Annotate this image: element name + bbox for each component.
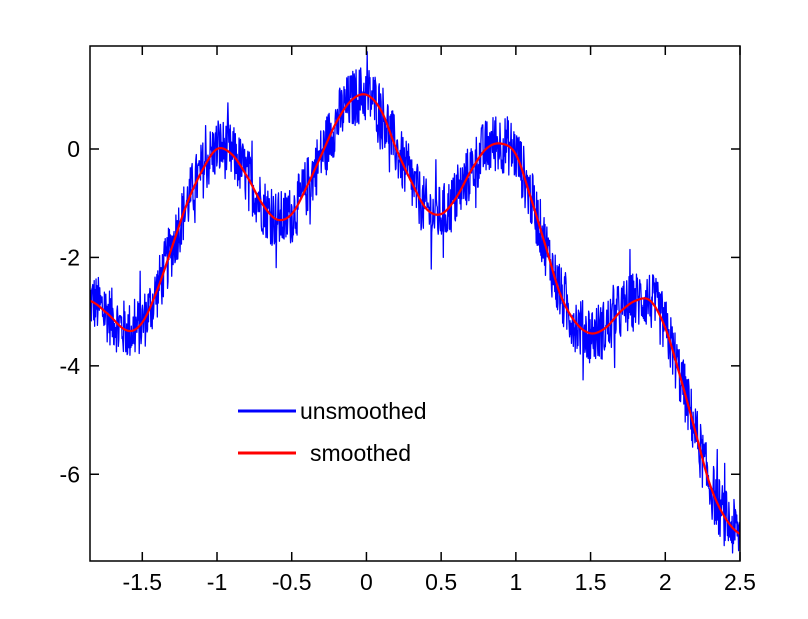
x-tick-label: 2.5 (724, 569, 756, 595)
x-tick-label: 1.5 (575, 569, 607, 595)
y-tick-label: -6 (60, 461, 80, 487)
legend-label-unsmoothed: unsmoothed (300, 398, 427, 424)
x-tick-label: -1.5 (122, 569, 162, 595)
x-tick-label: 0.5 (425, 569, 457, 595)
x-tick-label: -1 (207, 569, 227, 595)
plot-frame (89, 45, 741, 562)
series-layer (90, 51, 740, 554)
x-tick-label: 1 (509, 569, 522, 595)
y-axis: -6 -4 -2 0 (60, 136, 740, 487)
y-tick-label: -4 (60, 353, 81, 379)
x-axis: -1.5 -1 -0.5 0 0.5 1 1.5 2 2.5 (122, 46, 756, 595)
series-unsmoothed-line (90, 51, 740, 554)
legend-label-smoothed: smoothed (310, 440, 411, 466)
x-tick-label: 0 (360, 569, 373, 595)
legend: unsmoothed smoothed (238, 398, 427, 466)
x-tick-label: -0.5 (272, 569, 312, 595)
y-tick-label: 0 (67, 136, 80, 162)
y-tick-label: -2 (60, 244, 80, 270)
x-tick-label: 2 (659, 569, 672, 595)
series-smoothed-line (90, 93, 740, 535)
